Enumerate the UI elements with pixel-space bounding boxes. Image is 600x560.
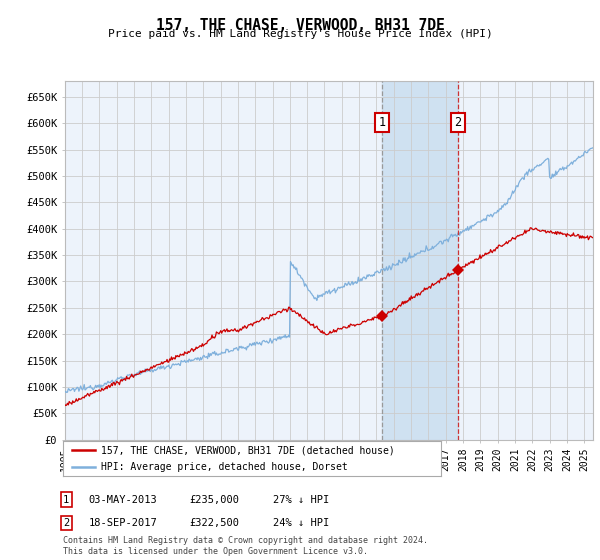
Bar [382,81,458,440]
Text: 2: 2 [454,116,461,129]
Text: 03-MAY-2013: 03-MAY-2013 [89,494,158,505]
Text: Contains HM Land Registry data © Crown copyright and database right 2024.
This d: Contains HM Land Registry data © Crown c… [63,536,428,556]
Text: £235,000: £235,000 [189,494,239,505]
Text: 157, THE CHASE, VERWOOD, BH31 7DE (detached house): 157, THE CHASE, VERWOOD, BH31 7DE (detac… [101,445,395,455]
Text: 1: 1 [63,494,69,505]
Text: 18-SEP-2017: 18-SEP-2017 [89,518,158,528]
Text: 24% ↓ HPI: 24% ↓ HPI [273,518,329,528]
Text: £322,500: £322,500 [189,518,239,528]
Text: 1: 1 [379,116,386,129]
Text: 27% ↓ HPI: 27% ↓ HPI [273,494,329,505]
Text: 157, THE CHASE, VERWOOD, BH31 7DE: 157, THE CHASE, VERWOOD, BH31 7DE [155,18,445,33]
Text: Price paid vs. HM Land Registry's House Price Index (HPI): Price paid vs. HM Land Registry's House … [107,29,493,39]
Text: 2: 2 [63,518,69,528]
Text: HPI: Average price, detached house, Dorset: HPI: Average price, detached house, Dors… [101,462,347,472]
